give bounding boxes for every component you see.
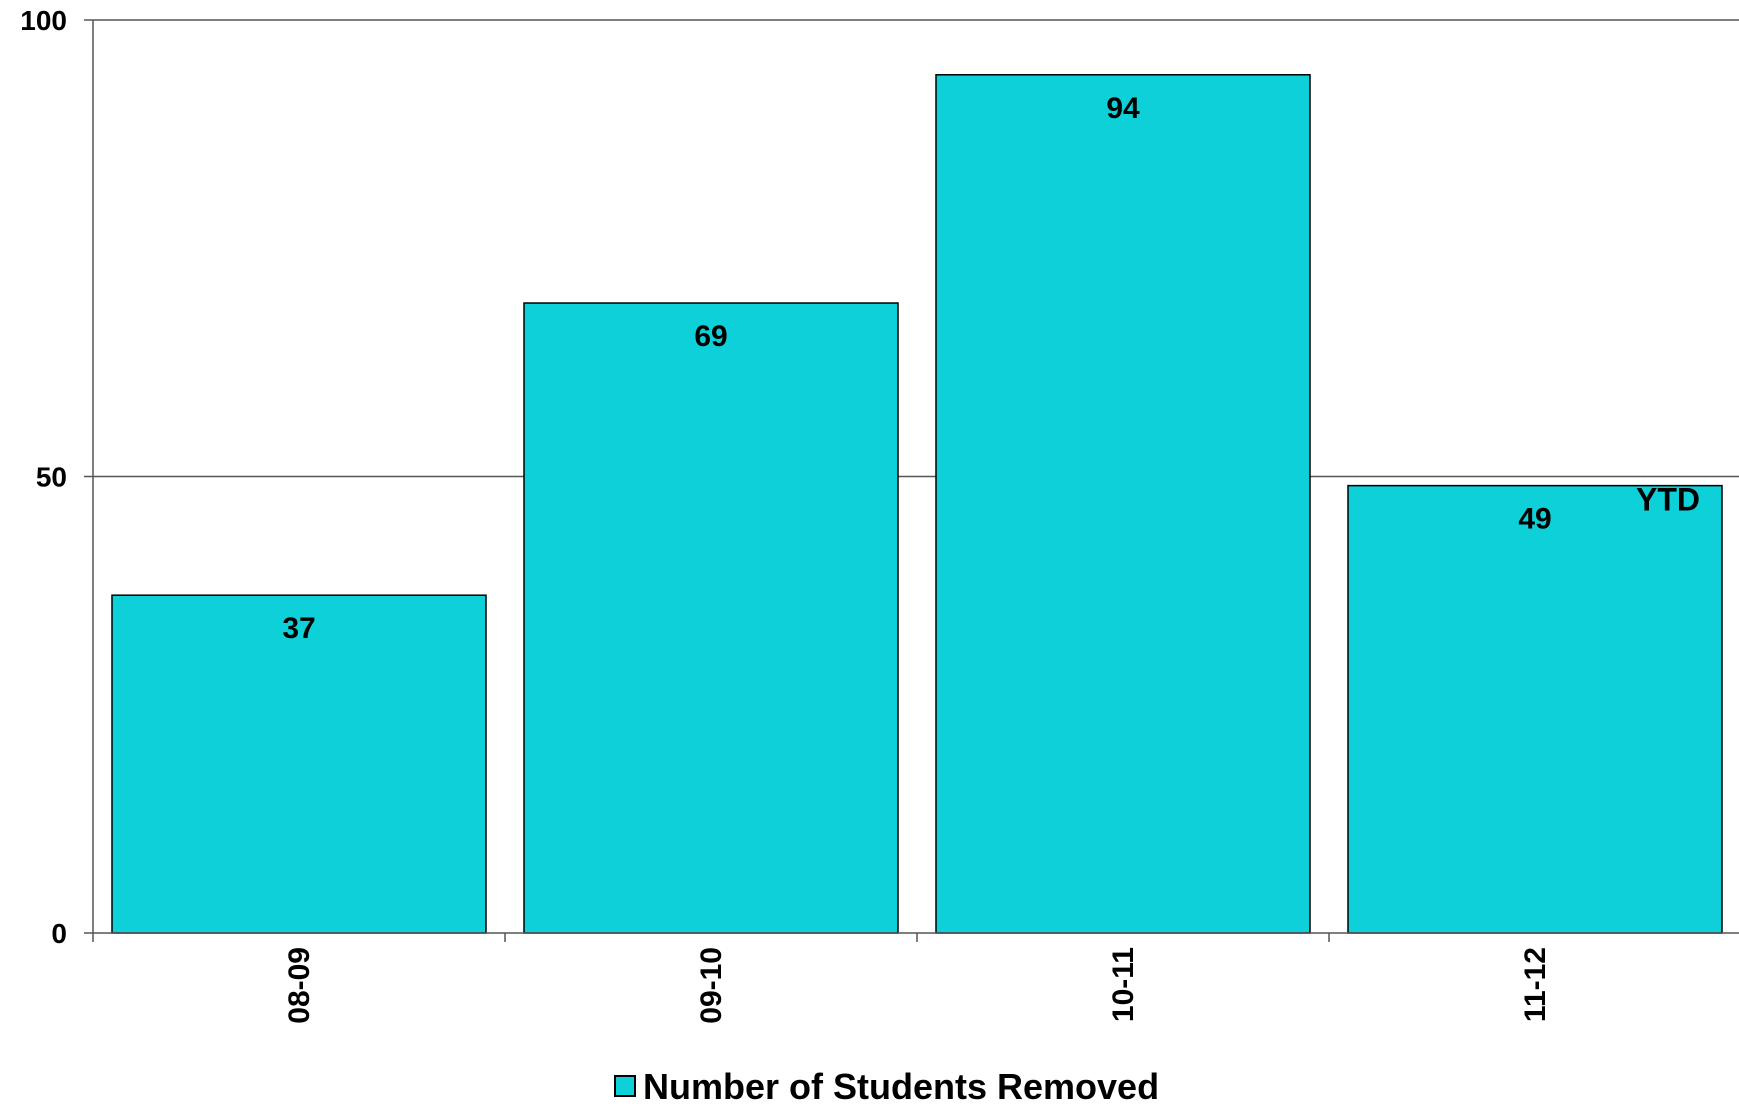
bar-09-10 <box>523 302 899 934</box>
y-tick-label: 50 <box>36 462 67 493</box>
data-label: 49 <box>1518 503 1551 536</box>
labels: 0 50 100 37 08-09 69 09-10 94 10-11 49 11-12 YTD <box>20 5 1700 1024</box>
axes <box>84 19 1739 942</box>
legend: Number of Students Removed <box>614 1066 1159 1107</box>
data-label: 94 <box>1106 92 1140 125</box>
category-label-08-09: 08-09 <box>283 947 316 1024</box>
category-label-11-12: 11-12 <box>1519 947 1552 1022</box>
category-label-10-11: 10-11 <box>1107 947 1140 1022</box>
y-tick-label: 100 <box>20 5 67 36</box>
bar-08-09 <box>111 594 487 934</box>
gridlines <box>93 19 1739 478</box>
ytd-annotation: YTD <box>1636 482 1700 518</box>
legend-swatch <box>614 1075 636 1097</box>
bar-11-12 <box>1347 484 1723 934</box>
category-label-09-10: 09-10 <box>695 947 728 1024</box>
bars <box>111 74 1723 934</box>
data-label: 69 <box>694 320 727 353</box>
y-tick-label: 0 <box>51 918 67 949</box>
bar-10-11 <box>935 74 1311 934</box>
legend-label: Number of Students Removed <box>643 1066 1159 1107</box>
data-label: 37 <box>282 612 315 645</box>
